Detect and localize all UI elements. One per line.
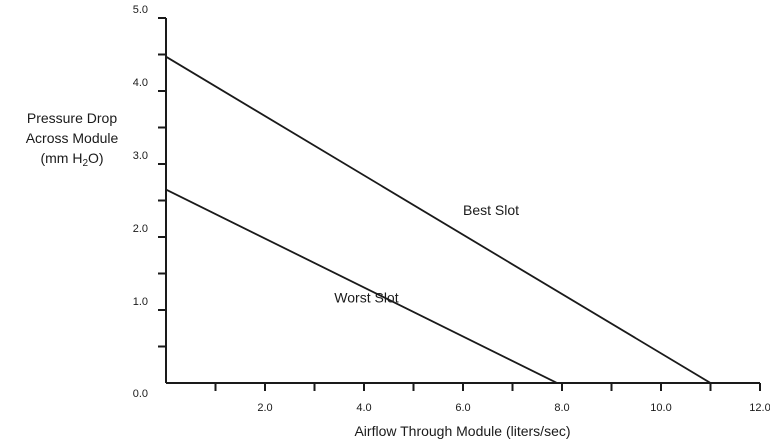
y-axis-label-line-3: (mm H2O): [2, 148, 142, 174]
y-axis-label-line-3-post: O): [88, 150, 104, 166]
series-line-worst-slot: [165, 188, 558, 384]
x-axis-label: Airflow Through Module (liters/sec): [354, 423, 571, 439]
ticks: 2.0 4.0 6.0 8.0 10.0 12.0 0.0 1.0 2.0 3.0 4.0 5.0: [133, 4, 770, 414]
x-tick-label: 2.0: [257, 402, 272, 414]
y-tick-label: 1.0: [133, 296, 148, 308]
y-tick-label: 4.0: [133, 77, 148, 89]
axes: [165, 18, 760, 384]
y-tick-label: 0.0: [133, 388, 148, 400]
series-label-worst-slot: Worst Slot: [334, 290, 398, 306]
series-line-best-slot: [165, 55, 711, 384]
x-tick-label: 4.0: [356, 402, 371, 414]
x-tick-label: 10.0: [650, 402, 671, 414]
series-labels: Best Slot Worst Slot: [334, 202, 519, 306]
x-tick-label: 6.0: [455, 402, 470, 414]
y-tick-label: 2.0: [133, 223, 148, 235]
series-lines: [165, 55, 711, 384]
y-axis-label-subscript: 2: [82, 158, 88, 169]
y-axis-label-line-2: Across Module: [25, 130, 119, 146]
series-label-best-slot: Best Slot: [463, 202, 519, 218]
x-tick-label: 8.0: [554, 402, 569, 414]
y-tick-label: 3.0: [133, 150, 148, 162]
y-axis-label: Pressure Drop Across Module (mm H2O): [2, 108, 142, 174]
y-axis-label-line-1: Pressure Drop: [26, 110, 118, 126]
y-tick-label: 5.0: [133, 4, 148, 16]
y-axis-label-line-3-pre: (mm H: [40, 150, 83, 166]
x-tick-label: 12.0: [749, 402, 770, 414]
